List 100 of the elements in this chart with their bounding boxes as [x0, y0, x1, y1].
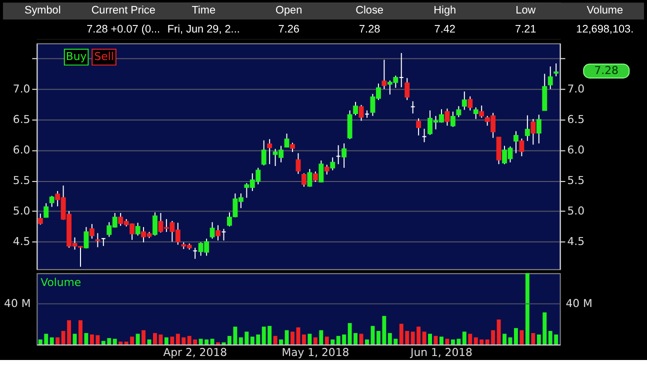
text: High — [434, 4, 456, 17]
candlestick — [267, 138, 272, 165]
bar — [428, 334, 432, 344]
candlestick — [330, 156, 336, 171]
candlestick — [318, 160, 324, 183]
text: Symbol — [24, 4, 61, 17]
bar — [118, 342, 123, 344]
bar — [78, 320, 82, 344]
y-tick-label: 5.5 — [12, 174, 30, 188]
candlestick — [353, 101, 358, 116]
candlestick — [524, 114, 530, 142]
candlestick — [473, 106, 478, 120]
text: 7.26 — [278, 23, 300, 36]
bar — [531, 333, 536, 344]
candlestick — [468, 96, 473, 111]
text: Low — [516, 4, 536, 17]
bar — [273, 336, 278, 344]
bar — [496, 320, 501, 344]
bar — [136, 334, 140, 344]
bar — [520, 330, 524, 344]
text: 7.28 +0.07 (0... — [86, 23, 160, 36]
bar — [422, 332, 426, 344]
y2-tick-label: 6.0 — [567, 144, 585, 157]
text: 7.28 — [358, 23, 380, 36]
y-tick-label: 6.5 — [12, 113, 30, 126]
chart-title: Volume — [40, 276, 82, 290]
candlestick — [347, 110, 352, 140]
ref-line-label: 40 M — [4, 296, 31, 310]
text: 7.28 — [594, 64, 619, 77]
text: Time — [192, 4, 216, 17]
y-tick-label: 4.5 — [12, 235, 30, 248]
candlestick — [296, 152, 301, 174]
bar — [56, 337, 60, 344]
annotation: Sell — [94, 50, 114, 64]
candlestick — [84, 226, 89, 249]
y-tick-label: 6.0 — [12, 144, 30, 157]
candlestick — [135, 222, 140, 236]
bar — [514, 328, 518, 344]
candlestick — [49, 195, 54, 208]
y2-tick-label: 5.5 — [567, 174, 585, 188]
y2-tick-label: 5.0 — [567, 204, 585, 218]
bar — [50, 337, 54, 344]
candlestick — [290, 142, 295, 152]
candlestick — [519, 138, 524, 157]
candlestick — [44, 202, 49, 218]
candlestick — [312, 170, 318, 182]
candlestick — [95, 232, 100, 248]
bar — [313, 337, 318, 344]
text: Fri, Jun 29, 2... — [167, 23, 240, 36]
bar — [468, 334, 472, 344]
bar — [319, 330, 324, 344]
candlestick — [496, 136, 502, 165]
bar — [440, 336, 444, 344]
x-tick-label: Jun 1, 2018 — [410, 346, 473, 359]
x-tick-label: Apr 2, 2018 — [163, 346, 228, 359]
candlestick — [89, 223, 94, 240]
candlestick — [307, 168, 312, 188]
bar — [308, 334, 312, 344]
bar — [142, 330, 146, 344]
bar — [84, 333, 88, 344]
candlestick — [301, 172, 306, 188]
text: 7.21 — [515, 23, 536, 36]
candlestick — [416, 118, 422, 136]
candlestick — [444, 108, 450, 126]
candlestick — [38, 213, 43, 226]
candlestick — [382, 59, 387, 90]
candlestick — [542, 73, 548, 111]
y2-tick-label: 4.5 — [567, 235, 585, 248]
candlestick — [261, 140, 266, 166]
y-tick-label: 5.0 — [12, 204, 30, 218]
annotation: Buy — [66, 50, 88, 64]
bar — [330, 339, 335, 344]
text: 40 M — [566, 296, 592, 310]
candlestick — [513, 130, 518, 154]
text: 12,698,103. — [576, 23, 634, 36]
candlestick — [479, 105, 484, 118]
bar — [279, 339, 284, 344]
bar — [164, 337, 168, 344]
bar — [170, 336, 174, 344]
bar — [302, 334, 306, 344]
candlestick — [554, 62, 559, 77]
candlestick — [324, 164, 330, 176]
bar — [502, 334, 506, 344]
candlestick — [450, 111, 456, 128]
y2-tick-label: 7.0 — [567, 82, 585, 96]
text: Close — [356, 4, 384, 17]
candlestick — [227, 212, 232, 227]
candlestick — [548, 66, 553, 90]
y2-tick-label: 6.5 — [567, 113, 585, 126]
bar — [525, 273, 530, 344]
candlestick — [284, 133, 290, 148]
candlestick — [530, 118, 536, 146]
candlestick — [456, 106, 462, 118]
text: Volume — [586, 4, 624, 17]
text: Open — [276, 4, 302, 17]
y-tick-label: 7.0 — [12, 82, 30, 96]
candlestick — [462, 91, 467, 110]
text: Current Price — [91, 4, 156, 17]
candlestick — [210, 222, 215, 240]
candlestick — [404, 78, 410, 101]
